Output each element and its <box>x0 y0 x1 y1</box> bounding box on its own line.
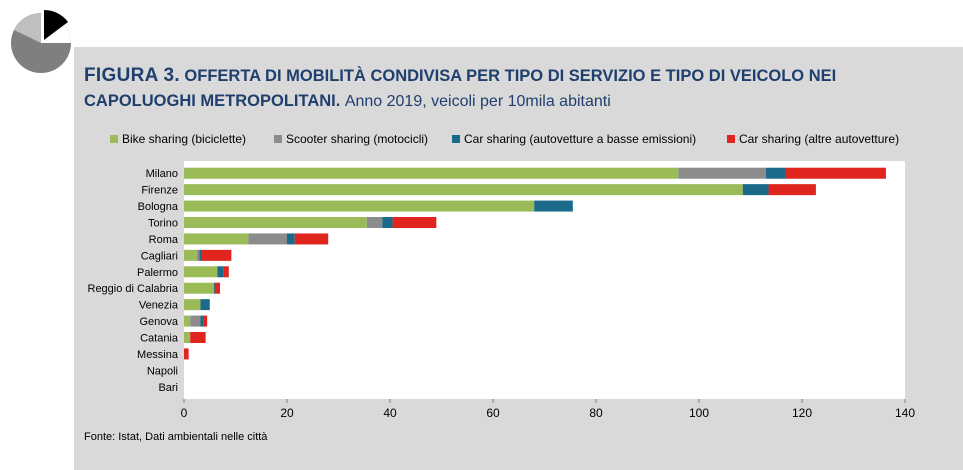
category-label: Palermo <box>137 267 178 279</box>
category-label: Milano <box>146 168 178 180</box>
x-tick-label: 40 <box>383 406 397 420</box>
bar-segment <box>190 332 206 343</box>
legend-swatch <box>274 135 282 143</box>
legend-label: Car sharing (altre autovetture) <box>739 132 899 146</box>
bar-segment <box>199 249 203 261</box>
category-label: Catania <box>140 333 179 345</box>
legend-label: Car sharing (autovetture a basse emissio… <box>464 132 696 146</box>
figure-label: FIGURA 3. <box>84 65 180 86</box>
bar-segment <box>184 167 679 179</box>
category-label: Napoli <box>147 365 178 377</box>
category-label: Roma <box>149 234 179 246</box>
bar-segment <box>214 282 221 294</box>
legend-swatch <box>727 135 735 143</box>
figure-title: OFFERTA DI MOBILITÀ CONDIVISA PER TIPO D… <box>84 67 837 110</box>
category-label: Bari <box>158 382 178 394</box>
category-label: Bologna <box>138 201 179 213</box>
bar-segment <box>184 299 201 311</box>
bar-segment <box>184 184 743 196</box>
x-tick-label: 80 <box>589 406 603 420</box>
pie-chart-icon <box>11 10 71 73</box>
bar-segment <box>294 233 329 245</box>
bar-segment <box>184 200 535 212</box>
legend-label: Bike sharing (biciclette) <box>122 132 246 146</box>
figure-subtitle: Anno 2019, veicoli per 10mila abitanti <box>344 93 611 110</box>
x-tick-label: 0 <box>181 406 188 420</box>
bar-segment <box>200 299 210 311</box>
category-label: Torino <box>148 218 178 230</box>
plot-area <box>184 161 905 399</box>
category-label: Reggio di Calabria <box>88 283 179 295</box>
bar-segment <box>392 217 437 228</box>
stacked-bar-chart: Bike sharing (biciclette) Scooter sharing… <box>88 132 916 420</box>
bar-segment <box>223 266 229 278</box>
bar-segment <box>200 315 204 327</box>
category-label: Venezia <box>139 300 179 312</box>
bar-segment <box>678 167 766 179</box>
bar-segment <box>184 315 191 327</box>
figure-title-block: FIGURA 3. OFFERTA DI MOBILITÀ CONDIVISA … <box>84 64 944 114</box>
legend-label: Scooter sharing (motocicli) <box>286 132 428 146</box>
x-axis-ticks: 0 20 40 60 80 100 120 140 <box>181 399 915 420</box>
bar-segment <box>184 217 367 228</box>
bar-segment <box>184 249 197 261</box>
x-tick-label: 20 <box>280 406 294 420</box>
x-tick-label: 120 <box>792 406 812 420</box>
category-label: Messina <box>137 349 179 361</box>
bar-segment <box>217 266 224 278</box>
source-note: Fonte: Istat, Dati ambientali nelle citt… <box>84 431 268 443</box>
chart-legend: Bike sharing (biciclette) Scooter sharing… <box>110 132 899 146</box>
bar-segment <box>202 249 232 261</box>
bar-segment <box>785 167 886 179</box>
legend-swatch <box>110 135 118 143</box>
bar-segment <box>184 348 189 360</box>
bar-segment <box>184 282 214 294</box>
bar-segment <box>213 282 215 294</box>
bar-segment <box>765 167 786 179</box>
bar-segment <box>196 249 200 261</box>
category-label: Cagliari <box>141 250 178 262</box>
x-tick-label: 100 <box>689 406 709 420</box>
bar-segment <box>184 266 218 278</box>
bar-segment <box>768 184 816 196</box>
bars <box>184 167 886 360</box>
x-tick-label: 60 <box>486 406 500 420</box>
x-tick-label: 140 <box>895 406 915 420</box>
bar-segment <box>534 200 573 212</box>
bar-segment <box>366 217 383 228</box>
bar-segment <box>190 315 201 327</box>
category-label: Firenze <box>141 185 178 197</box>
legend-swatch <box>452 135 460 143</box>
bar-segment <box>203 315 208 327</box>
bar-segment <box>742 184 769 196</box>
bar-segment <box>184 332 191 343</box>
y-axis-labels: Milano Firenze Bologna Torino Roma Cagliari Pa… <box>88 168 179 394</box>
bar-segment <box>382 217 393 228</box>
bar-segment <box>287 233 295 245</box>
bar-segment <box>184 233 249 245</box>
category-label: Genova <box>139 316 178 328</box>
bar-segment <box>248 233 287 245</box>
